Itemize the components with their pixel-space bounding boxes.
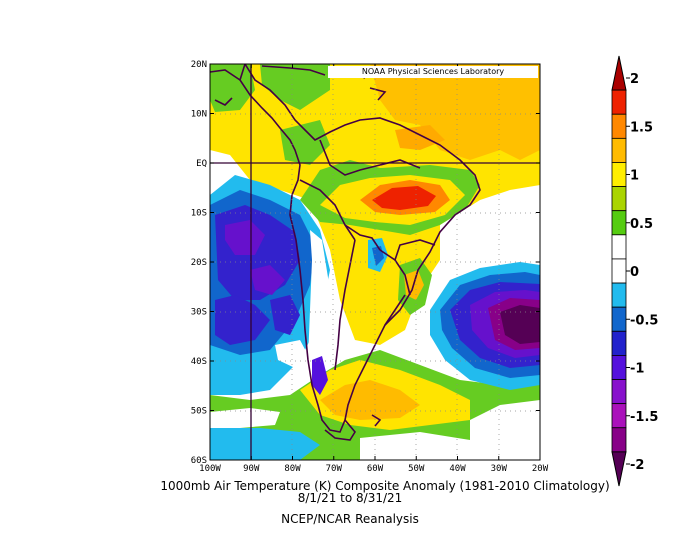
lon-tick-label: 60W xyxy=(367,464,384,474)
colorbar-segment xyxy=(611,55,627,91)
colorbar-segment xyxy=(611,137,627,163)
lat-tick-label: 30S xyxy=(191,308,207,318)
colorbar-segment xyxy=(611,379,627,405)
colorbar-segment xyxy=(611,210,627,236)
colorbar-label: 1.5 xyxy=(630,120,653,135)
colorbar-segment xyxy=(611,427,627,453)
colorbar-segment xyxy=(611,113,627,139)
colorbar-label: -2 xyxy=(630,458,644,473)
colorbar-segment xyxy=(611,282,627,308)
colorbar-label: 1 xyxy=(630,169,639,184)
anomaly-field xyxy=(210,64,540,460)
colorbar-segment xyxy=(611,403,627,429)
colorbar-segment xyxy=(611,234,627,260)
longitude-axis: 100W 90W 80W 70W 60W 50W 40W 30W 20W xyxy=(199,64,549,474)
colorbar-label: 0.5 xyxy=(630,217,653,232)
graticule xyxy=(210,64,540,460)
lon-tick-label: 40W xyxy=(449,464,466,474)
credit-label: NOAA Physical Sciences Laboratory xyxy=(328,66,538,78)
lon-tick-label: 100W xyxy=(199,464,221,474)
lat-tick-label: 40S xyxy=(191,357,207,367)
data-source: NCEP/NCAR Reanalysis xyxy=(281,512,419,526)
colorbar-label: -1.5 xyxy=(630,410,658,425)
lon-tick-label: 80W xyxy=(284,464,301,474)
colorbar-segment xyxy=(611,186,627,212)
lat-tick-label: 60S xyxy=(191,456,207,466)
colorbar-label: -1 xyxy=(630,362,644,377)
colorbar-label: -0.5 xyxy=(630,313,658,328)
colorbar-segment xyxy=(611,355,627,380)
colorbar-segment xyxy=(611,162,627,187)
lat-tick-label: 10S xyxy=(191,209,207,219)
colorbar-label: 2 xyxy=(630,72,639,87)
colorbar-segment xyxy=(611,258,627,284)
lon-tick-label: 70W xyxy=(326,464,343,474)
colorbar-label: 0 xyxy=(630,265,639,280)
latitude-axis: 20N 10N EQ 10S 20S 30S 40S 50S 60S xyxy=(191,60,540,466)
lat-tick-label: EQ xyxy=(196,159,207,169)
lon-tick-label: 90W xyxy=(243,464,260,474)
lon-tick-label: 30W xyxy=(491,464,508,474)
colorbar: 2 1.5 1 0.5 0 -0.5 -1 -1.5 -2 xyxy=(611,55,658,487)
lat-tick-label: 20S xyxy=(191,258,207,268)
lon-tick-label: 20W xyxy=(532,464,549,474)
colorbar-segment xyxy=(611,451,627,487)
lon-tick-label: 50W xyxy=(408,464,425,474)
lat-tick-label: 20N xyxy=(191,60,207,70)
map-title: 1000mb Air Temperature (K) Composite Ano… xyxy=(160,479,610,493)
coastlines xyxy=(210,64,481,441)
colorbar-segment xyxy=(611,306,627,332)
date-range: 8/1/21 to 8/31/21 xyxy=(297,491,403,505)
lat-tick-label: 50S xyxy=(191,407,207,417)
colorbar-segment xyxy=(611,330,627,356)
colorbar-segment xyxy=(611,89,627,115)
lat-tick-label: 10N xyxy=(191,110,207,120)
